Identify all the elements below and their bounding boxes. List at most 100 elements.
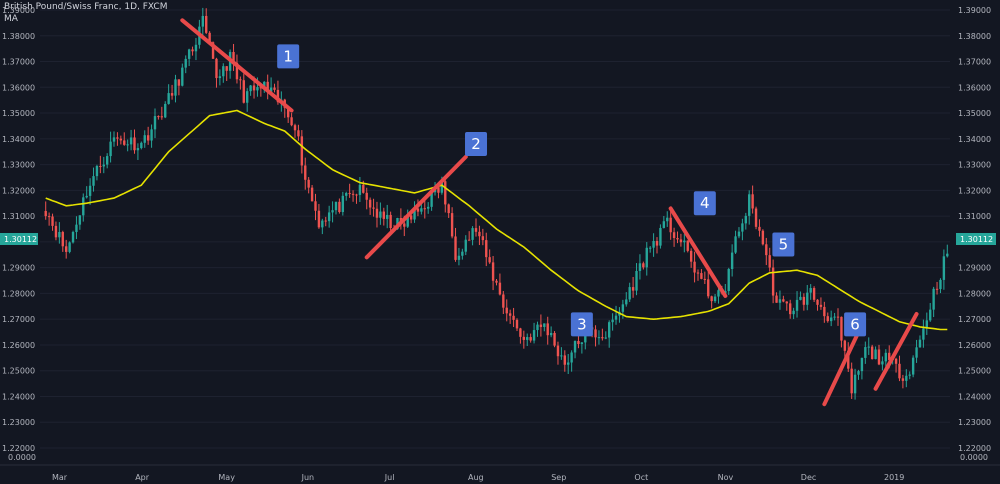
candle-body [375,208,379,218]
candle-body [925,320,928,329]
candle-body [847,350,850,369]
candle-body [556,345,560,357]
x-tick-label: Nov [718,473,734,482]
candle-body [877,349,881,365]
candle-body [341,195,345,213]
candle-body [703,278,707,280]
candle-body [47,216,51,218]
candle-body [488,257,491,263]
candle-body [239,79,242,81]
annotation-label-3: 3 [577,315,587,333]
candle-body [833,316,836,318]
candle-body [652,240,655,248]
candle-body [812,288,816,300]
candle-body [529,337,532,341]
candle-body [211,42,215,59]
candle-body [95,165,99,177]
candle-body [567,362,570,365]
candle-body [741,223,744,232]
candle-body [816,299,819,305]
candle-body [700,273,703,279]
candle-body [181,67,184,86]
y-tick-label-left: 1.36000 [2,83,35,92]
candle-body [543,323,546,327]
candle-body [351,193,355,195]
candle-body [184,58,187,68]
candle-body [536,324,539,331]
candle-body [898,363,901,379]
trendline-4 [822,330,861,407]
candle-body [334,201,338,211]
candle-body [437,187,440,193]
y-tick-label-right: 1.26000 [958,341,991,350]
candle-body [491,262,495,281]
candle-body [577,340,580,345]
candle-body [727,269,730,292]
annotation-badge-4 [693,191,716,216]
candle-body [864,347,867,358]
candle-body [758,226,761,231]
candle-body [659,227,662,246]
y-tick-label-right: 1.24000 [958,392,991,401]
candle-body [256,87,259,91]
candle-body [655,240,659,246]
candle-body [321,220,324,228]
candle-body [635,270,638,291]
candle-body [628,287,631,300]
candle-body [454,236,457,260]
candle-body [242,80,245,103]
candle-body [129,137,133,145]
candle-body [546,323,549,336]
indicator-label: MA [4,14,18,24]
candle-body [829,317,833,322]
candle-body [642,263,645,268]
candle-body [450,213,454,237]
candle-body [737,231,741,237]
candle-body [775,295,778,303]
candle-body [710,296,713,302]
candle-body [563,355,566,365]
candle-body [368,199,372,208]
candle-body [522,336,526,340]
candle-body [191,49,194,52]
candle-body [235,62,239,80]
candle-body [317,210,321,228]
candle-body [427,206,430,209]
candle-body [860,357,864,372]
candle-body [403,223,406,227]
candle-body [338,201,341,213]
candle-body [208,32,211,43]
candle-body [645,247,648,268]
candle-body [840,316,843,341]
candle-body [901,378,905,381]
x-tick-label: Dec [801,473,816,482]
candle-body [252,85,256,91]
candle-body [512,315,515,320]
annotation-label-5: 5 [779,235,789,253]
candle-body [505,307,508,314]
candle-body [502,294,505,308]
annotation-badge-6 [844,312,867,337]
candle-body [379,211,382,218]
candle-body [71,232,75,243]
candle-body [782,299,785,302]
candle-body [621,304,625,312]
trendline-2 [364,154,468,260]
y-tick-label-left: 1.34000 [2,135,35,144]
annotation-badge-5 [772,232,795,257]
candle-body [713,296,717,302]
candle-body [293,125,297,131]
y-tick-label-left: 1.27000 [2,315,35,324]
y-tick-label-right: 1.25000 [958,367,991,376]
candle-body [82,197,85,216]
y-tick-label-right: 1.38000 [958,32,991,41]
candle-body [65,246,68,252]
candle-body [355,194,358,196]
candle-body [99,165,102,167]
candle-body [672,232,676,238]
y-tick-label-right: 1.33000 [958,161,991,170]
x-tick-label: Sep [551,473,566,482]
candle-body [276,89,280,103]
candle-body [409,215,413,220]
